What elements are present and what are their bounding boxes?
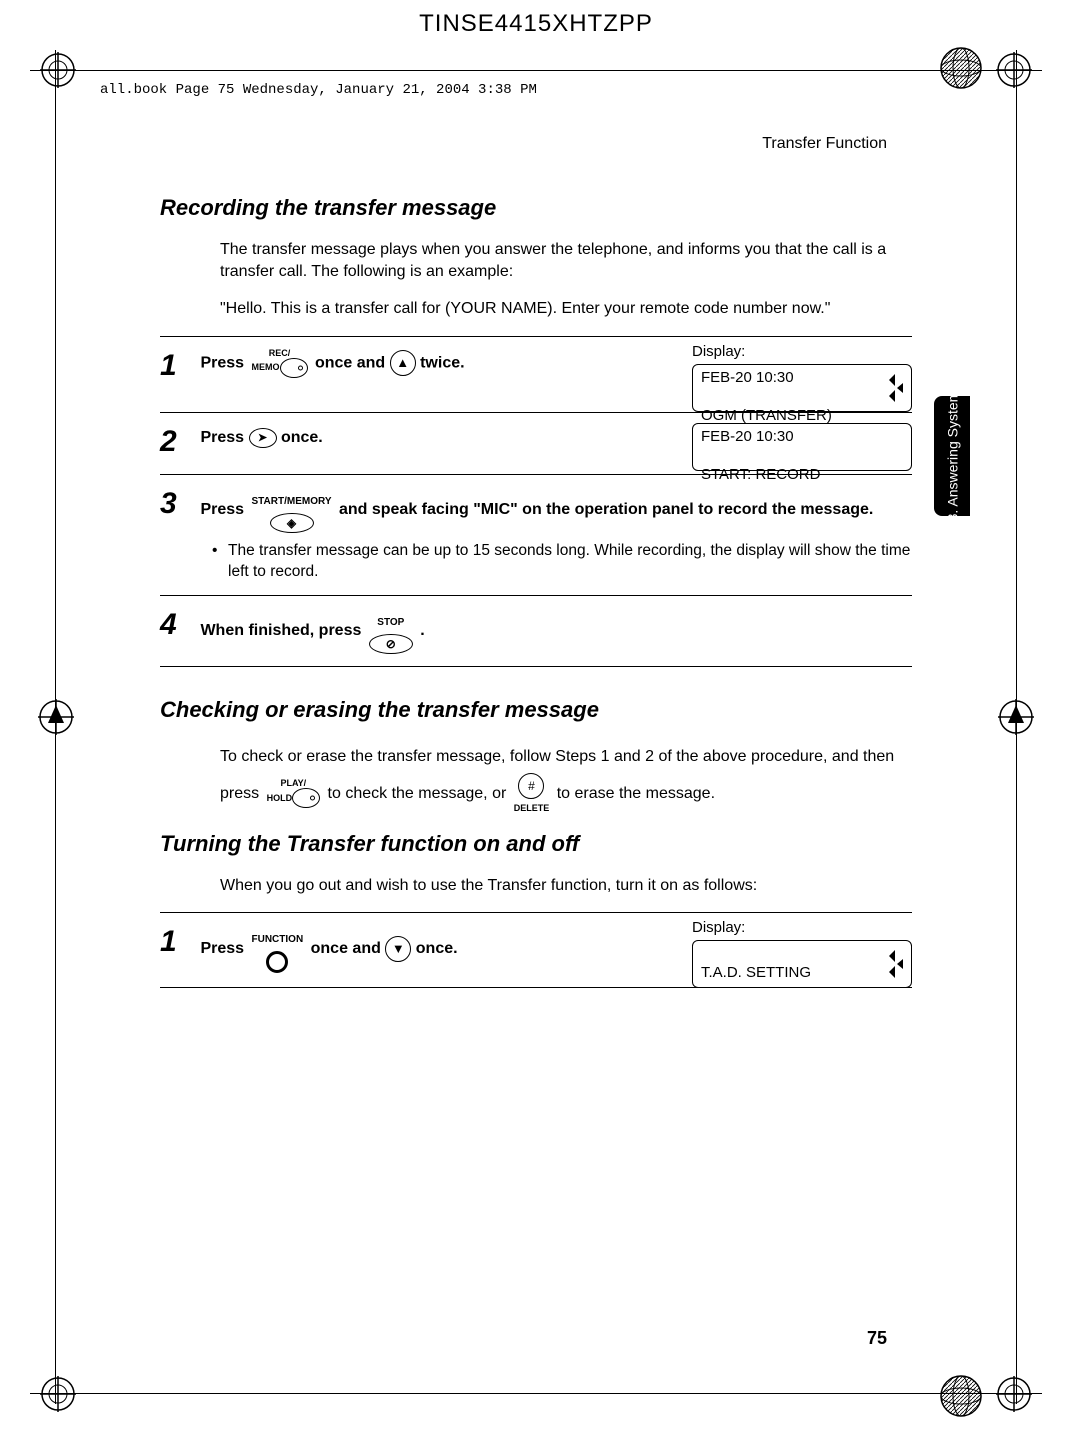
text: Press xyxy=(200,501,248,518)
start-memory-button-icon: START/MEMORY ◈ xyxy=(252,487,332,533)
document-id-header: TINSE4415XHTZPP xyxy=(419,10,653,38)
display-col: FEB-20 10:30 START: RECORD xyxy=(692,423,912,471)
display-col: Display: FEB-20 10:30 OGM (TRANSFER) xyxy=(692,343,912,412)
text: to erase the message. xyxy=(557,785,715,802)
btn-label: START/MEMORY xyxy=(252,496,332,507)
text: twice. xyxy=(420,355,464,372)
page-section-title: Transfer Function xyxy=(762,135,887,153)
btn-label: STOP xyxy=(377,617,404,628)
text: to check the message, or xyxy=(328,785,511,802)
side-tab-label: 3. Answering System xyxy=(944,391,960,522)
reg-mark-top-right-icon xyxy=(996,52,1032,88)
btn-label: FUNCTION xyxy=(252,934,304,945)
step-4-text: When finished, press STOP ⊘ . xyxy=(200,608,424,654)
step-number: 1 xyxy=(160,349,196,383)
reg-mark-left-icon xyxy=(38,697,74,737)
text: once and xyxy=(311,940,386,957)
nav-arrows-icon xyxy=(883,948,903,980)
section1-para1: The transfer message plays when you answ… xyxy=(220,239,912,282)
reg-mark-bottom-left-icon xyxy=(40,1376,76,1412)
reg-mark-top-left-icon xyxy=(40,52,76,88)
text: and speak facing "MIC" on the operation … xyxy=(339,501,873,518)
nav-arrows-icon xyxy=(883,372,903,404)
btn-label-hold: HOLD xyxy=(267,794,293,803)
step-2-text: Press ➤ once. xyxy=(200,425,322,451)
text: Press xyxy=(200,355,248,372)
display-box: FEB-20 10:30 OGM (TRANSFER) xyxy=(692,364,912,412)
text: When finished, press xyxy=(200,622,365,639)
bullet-list: The transfer message can be up to 15 sec… xyxy=(212,541,912,583)
text: . xyxy=(420,622,424,639)
up-arrow-button-icon: ▲ xyxy=(390,350,416,376)
page-number: 75 xyxy=(867,1328,887,1349)
step-number: 4 xyxy=(160,608,196,642)
text: once. xyxy=(416,940,458,957)
step-2: 2 Press ➤ once. FEB-20 10:30 START: RECO… xyxy=(160,412,912,474)
print-footer-line: all.book Page 75 Wednesday, January 21, … xyxy=(100,82,537,98)
step-1-text: Press REC/ MEMO once and ▲ twice. xyxy=(200,349,464,378)
down-arrow-button-icon: ▼ xyxy=(385,936,411,962)
section3-step-text: Press FUNCTION once and ▼ once. xyxy=(200,925,457,973)
display-label: Display: xyxy=(692,919,912,936)
step-3: 3 Press START/MEMORY ◈ and speak facing … xyxy=(160,474,912,595)
btn-label-play: PLAY/ xyxy=(267,779,321,788)
print-line-top xyxy=(30,70,1042,71)
step-number: 1 xyxy=(160,925,196,959)
rec-memo-button-icon: REC/ MEMO xyxy=(252,349,308,378)
btn-label-memo: MEMO xyxy=(252,363,280,372)
reg-mark-bottom-right-icon xyxy=(996,1376,1032,1412)
text: once and xyxy=(315,355,390,372)
section-title-recording: Recording the transfer message xyxy=(160,195,912,221)
text: Press xyxy=(200,429,248,446)
right-arrow-button-icon: ➤ xyxy=(249,428,277,448)
text: Press xyxy=(200,940,248,957)
btn-label: DELETE xyxy=(514,803,550,813)
function-button-icon: FUNCTION xyxy=(252,925,304,973)
delete-button-icon: # DELETE xyxy=(514,773,550,815)
display-box: FEB-20 10:30 START: RECORD xyxy=(692,423,912,471)
globe-bottom-icon xyxy=(940,1375,982,1417)
section-title-turning: Turning the Transfer function on and off xyxy=(160,831,912,857)
section-title-checking: Checking or erasing the transfer message xyxy=(160,697,912,723)
bullet-item: The transfer message can be up to 15 sec… xyxy=(212,541,912,583)
side-tab: 3. Answering System xyxy=(934,396,970,516)
section2-para: To check or erase the transfer message, … xyxy=(220,741,912,815)
text: once. xyxy=(281,429,323,446)
page-content: Recording the transfer message The trans… xyxy=(160,195,912,988)
display-line1: FEB-20 10:30 xyxy=(701,428,794,445)
display-line1: FEB-20 10:30 xyxy=(701,369,794,386)
print-line-bottom xyxy=(30,1393,1042,1394)
section3-para: When you go out and wish to use the Tran… xyxy=(220,875,912,897)
step-number: 3 xyxy=(160,487,196,521)
reg-mark-right-icon xyxy=(998,697,1034,737)
stop-button-icon: STOP ⊘ xyxy=(369,608,413,654)
display-line1: T.A.D. SETTING xyxy=(701,964,811,981)
step-1: 1 Press REC/ MEMO once and ▲ twice. Disp… xyxy=(160,336,912,412)
section3-step-1: 1 Press FUNCTION once and ▼ once. Displa… xyxy=(160,912,912,988)
step-number: 2 xyxy=(160,425,196,459)
step-3-text: Press START/MEMORY ◈ and speak facing "M… xyxy=(200,487,873,533)
step-4: 4 When finished, press STOP ⊘ . xyxy=(160,595,912,667)
btn-label-rec: REC/ xyxy=(252,349,308,358)
play-hold-button-icon: PLAY/ HOLD xyxy=(267,779,321,808)
section1-para2: "Hello. This is a transfer call for (YOU… xyxy=(220,298,912,320)
globe-top-icon xyxy=(940,47,982,89)
display-box: T.A.D. SETTING xyxy=(692,940,912,988)
display-col: Display: T.A.D. SETTING xyxy=(692,919,912,988)
